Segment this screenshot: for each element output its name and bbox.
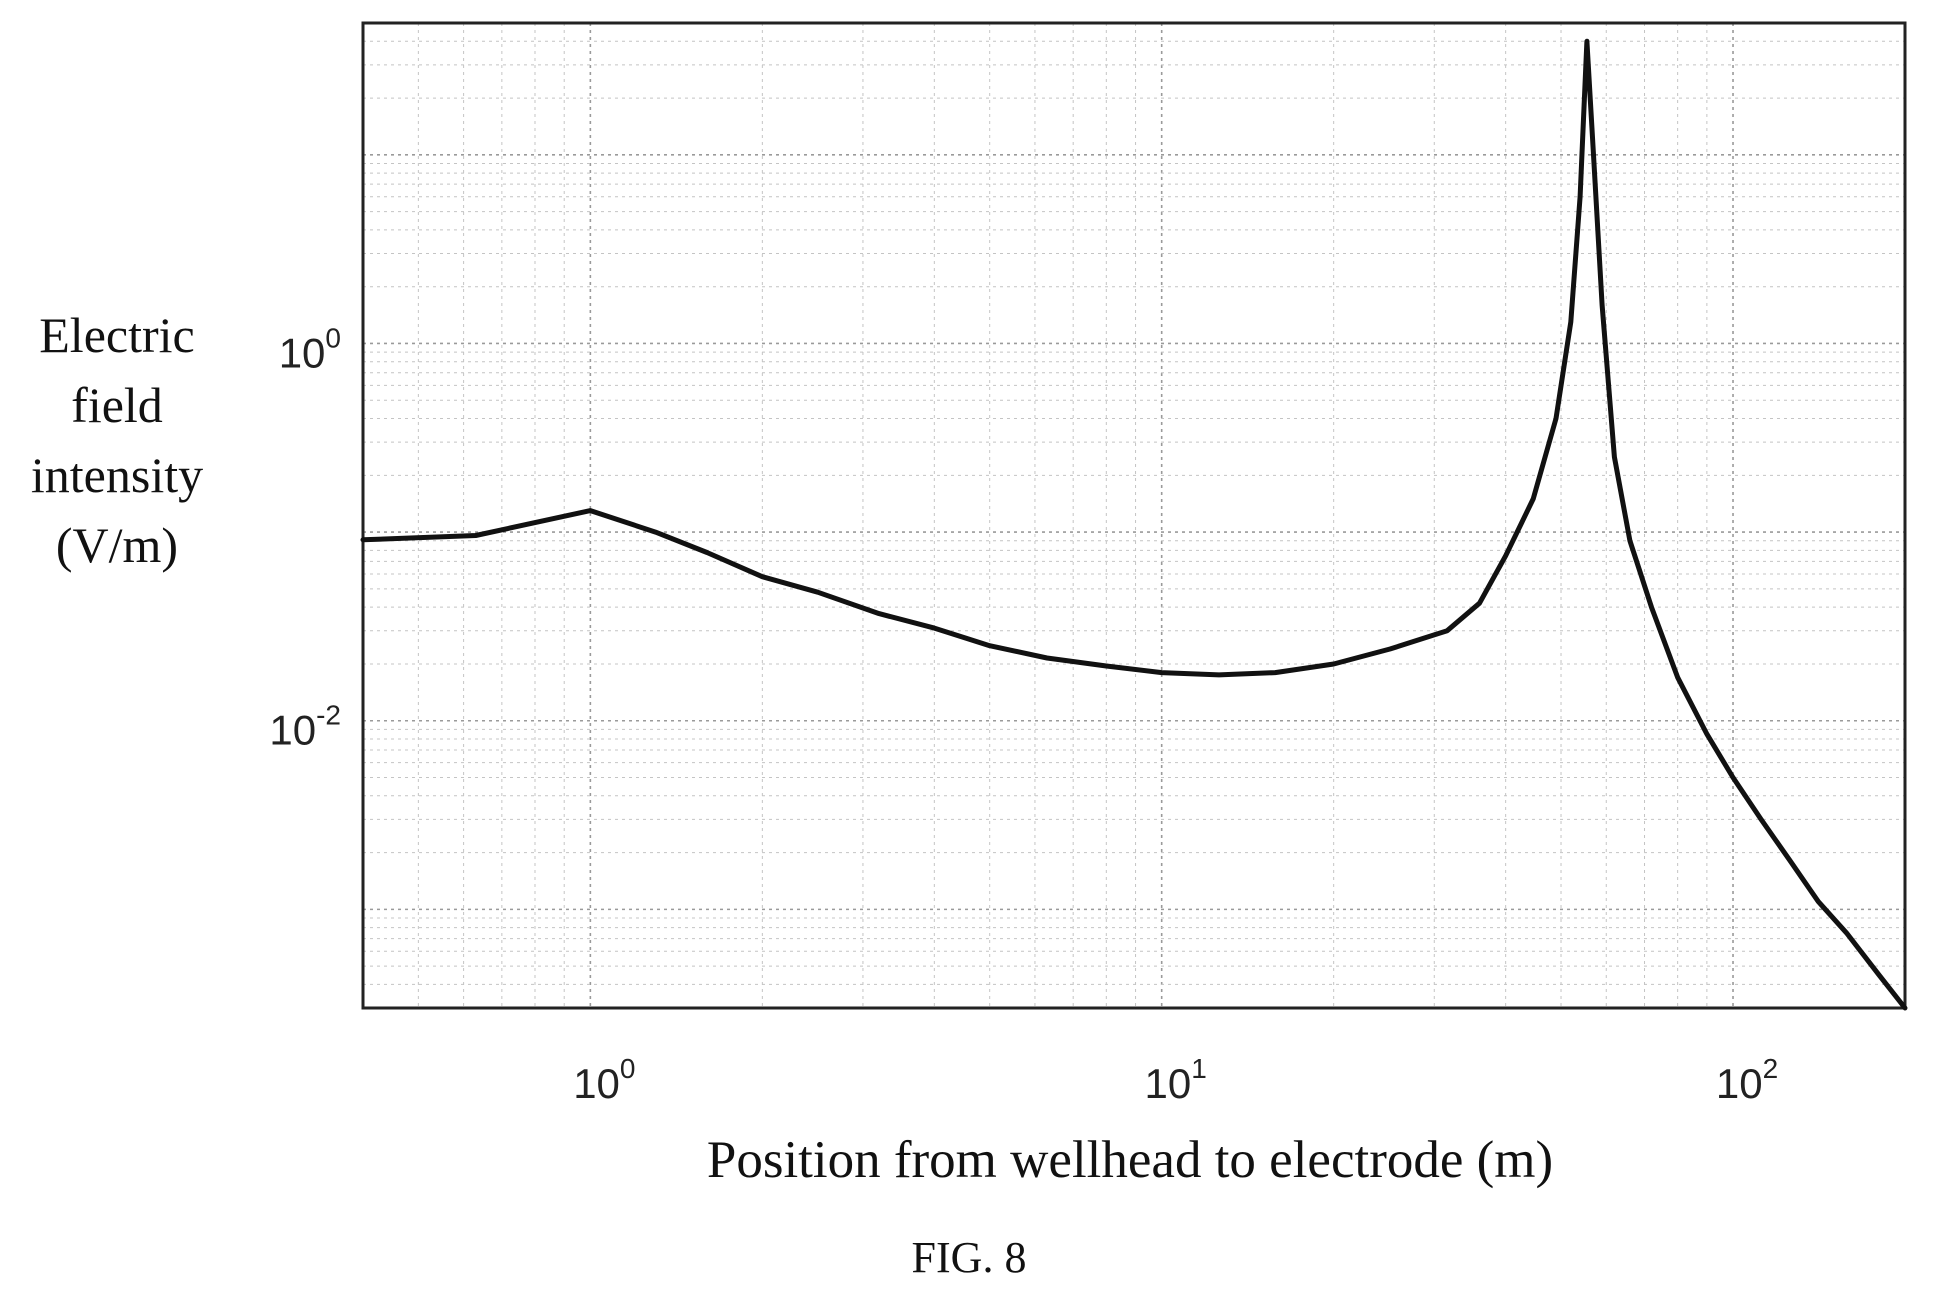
series-line [360, 38, 1908, 1011]
y-axis-label-line: field [71, 377, 163, 433]
x-tick-label: 101 [1145, 1053, 1207, 1107]
figure-caption: FIG. 8 [911, 1233, 1027, 1282]
grid [362, 22, 1906, 1009]
x-tick-label: 100 [573, 1053, 635, 1107]
y-axis-label: Electric field intensity (V/m) [12, 300, 222, 580]
y-axis-label-line: Electric [39, 307, 195, 363]
y-axis-label-line: intensity [30, 447, 204, 503]
y-tick-label: 100 [279, 322, 341, 376]
x-axis-label: Position from wellhead to electrode (m) [706, 1131, 1554, 1189]
plot-frame [361, 21, 1907, 1010]
marks [360, 38, 1908, 1011]
y-tick-label: 10-2 [269, 700, 341, 754]
x-tick-label: 102 [1716, 1053, 1778, 1107]
y-axis-label-line: (V/m) [55, 517, 179, 573]
tick-labels: 100 101 102 10-2 100 [269, 322, 1778, 1107]
